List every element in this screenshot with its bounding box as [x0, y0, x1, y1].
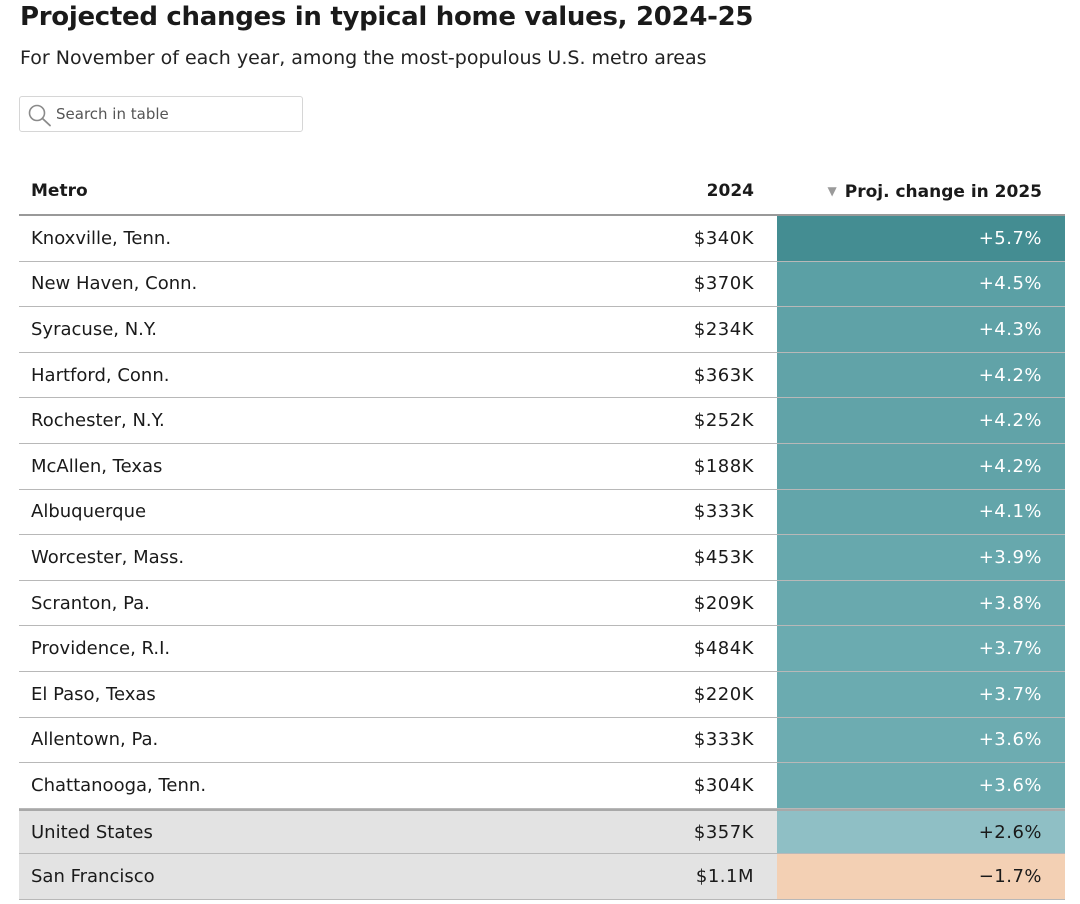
summary-row: San Francisco $1.1M −1.7% [19, 854, 1065, 900]
summary-row: United States $357K +2.6% [19, 808, 1065, 855]
metro-cell: Scranton, Pa. [31, 592, 150, 614]
search-input[interactable] [56, 98, 296, 130]
metro-cell: San Francisco [31, 866, 155, 888]
table-row: New Haven, Conn. $370K +4.5% [19, 261, 1065, 308]
proj-change-cell: +3.7% [777, 671, 1065, 717]
value-2024-cell: $252K [693, 410, 754, 432]
metro-cell: New Haven, Conn. [31, 273, 198, 295]
metro-cell: Albuquerque [31, 501, 147, 523]
value-2024-cell: $357K [693, 821, 754, 843]
proj-change-cell: +4.3% [777, 307, 1065, 352]
data-table: Metro 2024 ▼ Proj. change in 2025 Knoxvil… [19, 170, 1065, 900]
value-2024-cell: $333K [693, 729, 754, 751]
value-2024-cell: $188K [693, 455, 754, 477]
proj-change-cell: +3.9% [777, 535, 1065, 580]
table-row: Albuquerque $333K +4.1% [19, 489, 1065, 536]
value-2024-cell: $1.1M [695, 866, 754, 888]
metro-cell: Chattanooga, Tenn. [31, 774, 207, 796]
metro-cell: McAllen, Texas [31, 455, 163, 477]
table-row: El Paso, Texas $220K +3.7% [19, 671, 1065, 718]
value-2024-cell: $453K [693, 546, 754, 568]
table-body: Knoxville, Tenn. $340K +5.7% New Haven, Con… [19, 216, 1065, 900]
value-2024-cell: $220K [693, 683, 754, 705]
table-row: Worcester, Mass. $453K +3.9% [19, 535, 1065, 581]
value-2024-cell: $363K [693, 364, 754, 386]
metro-cell: Hartford, Conn. [31, 364, 170, 386]
column-header-proj-change[interactable]: ▼ Proj. change in 2025 [828, 179, 1043, 204]
proj-change-cell: +3.6% [777, 717, 1065, 763]
search-box[interactable] [19, 96, 303, 132]
page-subtitle: For November of each year, among the mos… [20, 47, 707, 69]
value-2024-cell: $304K [693, 774, 754, 796]
column-header-metro[interactable]: Metro [31, 181, 88, 201]
table-row: Hartford, Conn. $363K +4.2% [19, 352, 1065, 399]
metro-cell: El Paso, Texas [31, 683, 156, 705]
page-title: Projected changes in typical home values… [20, 2, 754, 32]
metro-cell: Syracuse, N.Y. [31, 318, 157, 340]
table-row: Allentown, Pa. $333K +3.6% [19, 717, 1065, 764]
proj-change-cell: +2.6% [777, 810, 1065, 854]
value-2024-cell: $234K [693, 318, 754, 340]
value-2024-cell: $333K [693, 501, 754, 523]
table-row: McAllen, Texas $188K +4.2% [19, 443, 1065, 490]
proj-change-cell: +5.7% [777, 216, 1065, 261]
table-row: Scranton, Pa. $209K +3.8% [19, 580, 1065, 627]
table-row: Rochester, N.Y. $252K +4.2% [19, 398, 1065, 444]
metro-cell: Worcester, Mass. [31, 546, 185, 568]
search-icon [28, 104, 51, 127]
metro-cell: Knoxville, Tenn. [31, 227, 172, 249]
metro-cell: Providence, R.I. [31, 638, 171, 660]
table-row: Chattanooga, Tenn. $304K +3.6% [19, 763, 1065, 809]
proj-change-cell: +4.1% [777, 489, 1065, 535]
proj-change-cell: +4.2% [777, 398, 1065, 443]
metro-cell: Allentown, Pa. [31, 729, 159, 751]
table-row: Syracuse, N.Y. $234K +4.3% [19, 307, 1065, 353]
proj-change-cell: −1.7% [777, 854, 1065, 899]
sort-descending-icon: ▼ [827, 184, 837, 198]
metro-cell: United States [31, 821, 153, 843]
proj-change-cell: +3.6% [777, 763, 1065, 808]
column-header-2024[interactable]: 2024 [706, 181, 754, 201]
column-header-proj-change-label: Proj. change in 2025 [844, 182, 1042, 202]
table-row: Knoxville, Tenn. $340K +5.7% [19, 216, 1065, 262]
proj-change-cell: +4.2% [777, 443, 1065, 489]
table-header: Metro 2024 ▼ Proj. change in 2025 [19, 170, 1065, 216]
value-2024-cell: $484K [693, 638, 754, 660]
table-row: Providence, R.I. $484K +3.7% [19, 626, 1065, 672]
value-2024-cell: $209K [693, 592, 754, 614]
proj-change-cell: +4.2% [777, 352, 1065, 398]
proj-change-cell: +4.5% [777, 261, 1065, 307]
value-2024-cell: $340K [693, 227, 754, 249]
value-2024-cell: $370K [693, 273, 754, 295]
proj-change-cell: +3.8% [777, 580, 1065, 626]
metro-cell: Rochester, N.Y. [31, 410, 165, 432]
proj-change-cell: +3.7% [777, 626, 1065, 671]
